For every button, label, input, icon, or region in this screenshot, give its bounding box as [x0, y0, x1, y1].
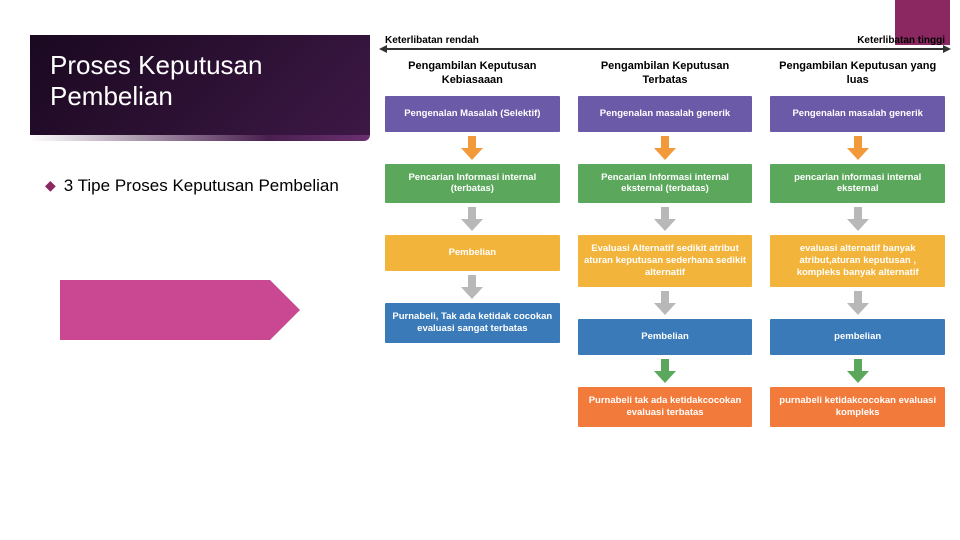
flow-box: Pembelian [578, 319, 753, 355]
diagram-column: Pengambilan Keputusan Terbatas Pengenalan… [578, 56, 753, 427]
down-arrow-icon [461, 207, 483, 231]
down-arrow-icon [654, 207, 676, 231]
flow-box: evaluasi alternatif banyak atribut,atura… [770, 235, 945, 287]
column-header: Pengambilan Keputusan yang luas [770, 56, 945, 92]
flow-box: Purnabeli, Tak ada ketidak cocokan evalu… [385, 303, 560, 343]
diagram-columns: Pengambilan Keputusan Kebiasaaan Pengenal… [385, 56, 945, 427]
flow-box: Pengenalan Masalah (Selektif) [385, 96, 560, 132]
flow-box: Evaluasi Alternatif sedikit atribut atur… [578, 235, 753, 287]
flow-box: purnabeli ketidakcocokan evaluasi komple… [770, 387, 945, 427]
diagram-column: Pengambilan Keputusan yang luas Pengenala… [770, 56, 945, 427]
slide-title: Proses Keputusan Pembelian [50, 50, 350, 112]
title-block: Proses Keputusan Pembelian [30, 35, 370, 135]
flow-box: Pengenalan masalah generik [770, 96, 945, 132]
flow-box: Pencarian Informasi internal (terbatas) [385, 164, 560, 204]
diagram-column: Pengambilan Keputusan Kebiasaaan Pengenal… [385, 56, 560, 427]
down-arrow-icon [847, 136, 869, 160]
spectrum-left: Keterlibatan rendah [385, 35, 479, 46]
flow-box: Pengenalan masalah generik [578, 96, 753, 132]
down-arrow-icon [654, 136, 676, 160]
flow-box: pembelian [770, 319, 945, 355]
flow-box: Pencarian Informasi internal eksternal (… [578, 164, 753, 204]
flow-box: Pembelian [385, 235, 560, 271]
down-arrow-icon [654, 291, 676, 315]
down-arrow-icon [654, 359, 676, 383]
spectrum-right: Keterlibatan tinggi [857, 35, 945, 46]
spectrum-labels: Keterlibatan rendah Keterlibatan tinggi [385, 35, 945, 46]
down-arrow-icon [461, 275, 483, 299]
down-arrow-icon [847, 207, 869, 231]
bullet-text: 3 Tipe Proses Keputusan Pembelian [64, 175, 339, 197]
diagram: Keterlibatan rendah Keterlibatan tinggi … [385, 35, 945, 427]
flow-box: pencarian informasi internal eksternal [770, 164, 945, 204]
bullet-icon: ◆ [45, 177, 56, 194]
slide: Proses Keputusan Pembelian ◆ 3 Tipe Pros… [0, 0, 960, 540]
column-header: Pengambilan Keputusan Kebiasaaan [385, 56, 560, 92]
empty-arrow-box [60, 280, 270, 340]
flow-box: Purnabeli tak ada ketidakcocokan evaluas… [578, 387, 753, 427]
bullet-item: ◆ 3 Tipe Proses Keputusan Pembelian [45, 175, 339, 197]
down-arrow-icon [847, 291, 869, 315]
spectrum-line [385, 48, 945, 50]
down-arrow-icon [461, 136, 483, 160]
column-header: Pengambilan Keputusan Terbatas [578, 56, 753, 92]
down-arrow-icon [847, 359, 869, 383]
